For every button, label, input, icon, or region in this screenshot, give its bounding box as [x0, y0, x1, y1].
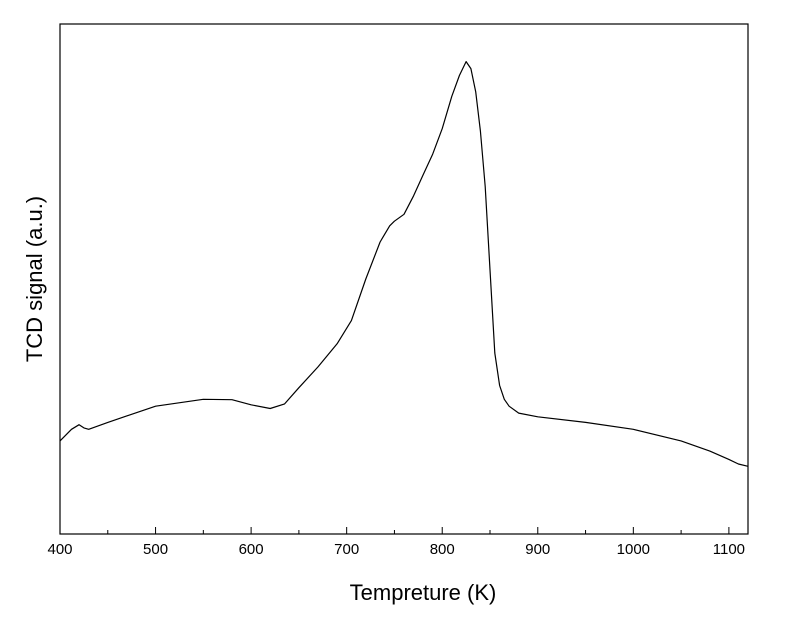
x-tick-label: 1100: [713, 541, 745, 558]
x-axis-tick-labels: 400 500 600 700 800 900 1000 1100: [47, 541, 745, 558]
plot-frame: [59, 23, 749, 535]
x-tick-label: 700: [334, 541, 359, 558]
tcd-signal-line: [59, 61, 749, 467]
x-tick-label: 500: [143, 541, 168, 558]
y-axis-title: TCD signal (a.u.): [22, 196, 47, 362]
x-tick-label: 900: [525, 541, 550, 558]
x-tick-label: 1000: [617, 541, 650, 558]
x-axis-title: Tempreture (K): [350, 580, 497, 605]
x-axis-ticks: [59, 527, 730, 534]
x-tick-label: 400: [47, 541, 72, 558]
x-tick-label: 600: [239, 541, 264, 558]
x-tick-label: 800: [430, 541, 455, 558]
